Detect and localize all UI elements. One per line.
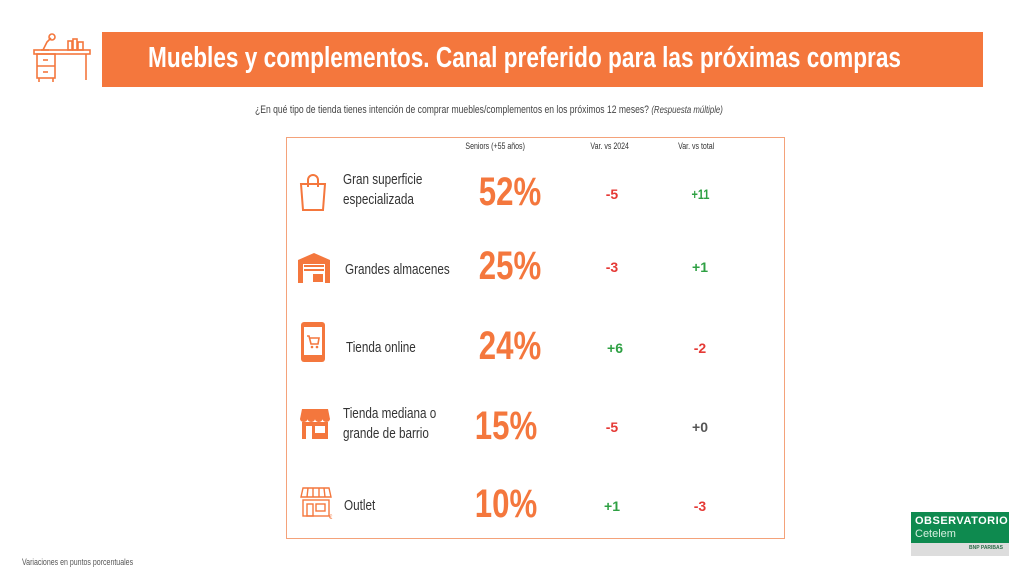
row-label: Tienda mediana o grande de barrio [343, 405, 437, 442]
desk-icon [33, 33, 91, 83]
storefront-icon [299, 408, 330, 442]
row-var-2024: +1 [604, 498, 620, 514]
row-percentage: 52% [478, 170, 542, 214]
svg-text:€: € [329, 515, 333, 520]
row-percentage: 10% [474, 482, 538, 526]
title-bar [102, 32, 983, 87]
row-var-total: +0 [692, 419, 708, 435]
footer-note: Variaciones en puntos porcentuales [22, 557, 134, 567]
row-var-2024: -3 [605, 259, 619, 275]
row-label: Tienda online [346, 339, 416, 356]
results-table [286, 137, 785, 539]
row-percentage: 15% [474, 404, 538, 448]
row-var-2024: +6 [607, 340, 623, 356]
shopping-bag-icon [298, 172, 328, 211]
survey-question: ¿En qué tipo de tienda tienes intención … [255, 104, 723, 116]
row-label: Grandes almacenes [345, 261, 450, 278]
row-var-total: -2 [693, 340, 707, 356]
row-label: Gran superficie especializada [343, 171, 423, 208]
header-var-2024: Var. vs 2024 [590, 141, 630, 151]
row-var-total: +11 [691, 186, 709, 202]
observatorio-cetelem-logo: OBSERVATORIO Cetelem BNP PARIBAS [911, 512, 1009, 556]
row-percentage: 24% [478, 324, 542, 368]
row-var-2024: -5 [605, 419, 619, 435]
header-var-total: Var. vs total [677, 141, 715, 151]
row-var-total: -3 [693, 498, 707, 514]
row-percentage: 25% [478, 244, 542, 288]
header-seniors: Seniors (+55 años) [465, 141, 525, 151]
row-var-total: +1 [692, 259, 708, 275]
warehouse-icon [297, 252, 330, 286]
outlet-store-icon: € [300, 486, 333, 521]
row-label: Outlet [344, 497, 376, 514]
row-var-2024: -5 [605, 186, 619, 202]
page-title: Muebles y complementos. Canal preferido … [148, 42, 902, 74]
smartphone-cart-icon [300, 321, 330, 362]
